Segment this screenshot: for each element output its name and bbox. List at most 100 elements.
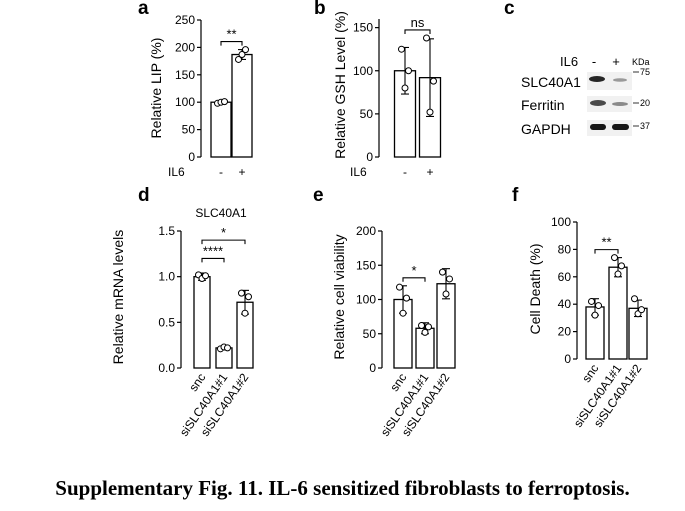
panel-b-y-tick-label: 150 <box>353 21 373 35</box>
panel-d-bar <box>193 276 211 369</box>
panel-e-data-point <box>421 328 429 336</box>
panel-f-y-tick-label: 100 <box>551 215 571 229</box>
panel-f-significance-bracket <box>594 249 619 254</box>
panel-f-significance-label: ** <box>601 235 611 250</box>
panel-d-significance-bracket <box>201 257 225 263</box>
panel-letter-f: f <box>512 185 519 206</box>
panel-d-y-tick-label: 0.0 <box>158 361 175 375</box>
panel-e-y-tick-label: 150 <box>356 258 376 272</box>
panel-a-data-point <box>235 55 242 63</box>
panel-b-group-label: IL6 <box>350 165 367 179</box>
panel-d-y-tick-label: 0.5 <box>158 315 175 329</box>
panel-d-data-point <box>202 272 209 280</box>
panel-d-data-point <box>224 344 231 352</box>
panel-a-x-tick-label: - <box>219 165 223 179</box>
panel-b-data-point <box>401 84 409 92</box>
panel-d-y-label: Relative mRNA levels <box>110 230 126 365</box>
wb-band-ferritin-minus <box>590 100 606 106</box>
panel-letter-e: e <box>313 185 324 206</box>
panel-a-y-tick-label: 200 <box>175 40 195 54</box>
panel-letter-c: c <box>504 0 515 19</box>
panel-d-title: SLC40A1 <box>195 206 247 220</box>
panel-b-y-tick-label: 0 <box>366 150 373 164</box>
panel-e-data-point <box>439 268 446 276</box>
wb-marker-75: 75 <box>640 67 650 77</box>
panel-a-y-tick-label: 0 <box>188 150 195 164</box>
panel-a-significance-label: ** <box>226 27 236 42</box>
figure-caption: Supplementary Fig. 11. IL-6 sensitized f… <box>55 476 630 500</box>
panel-f-y-tick-label: 0 <box>564 352 571 366</box>
panel-d-y-tick-label: 1.0 <box>158 270 175 284</box>
panel-d-significance-label: **** <box>203 243 223 258</box>
panel-letter-a: a <box>138 0 149 19</box>
wb-band-slc40a1-plus <box>613 78 627 82</box>
panel-e-significance-bracket <box>402 277 426 282</box>
panel-d-chart: d SLC40A1 0.0 0.5 1.0 1.5 Relative mRNA levels… <box>110 185 254 439</box>
wb-band-ferritin-plus <box>612 102 628 106</box>
wb-band-slc40a1-minus <box>589 76 605 82</box>
panel-e-data-point <box>442 290 450 298</box>
wb-lane-plus: + <box>612 54 620 69</box>
panel-f-y-tick-label: 60 <box>558 270 572 284</box>
panel-b-data-point <box>405 67 412 75</box>
panel-a-significance-bracket <box>220 41 243 46</box>
panel-d-significance-label: * <box>221 225 226 240</box>
wb-band-gapdh-plus <box>612 124 629 130</box>
panel-f-data-point <box>614 270 622 278</box>
panel-a-data-point <box>238 51 246 59</box>
wb-marker-37: 37 <box>640 121 650 131</box>
panel-b-data-point <box>423 34 430 42</box>
panel-e-y-tick-label: 0 <box>369 361 376 375</box>
panel-b-chart: b 0 50 100 150 Relative GSH Level (%) - + IL6 ns <box>314 0 442 179</box>
panel-a-data-point <box>221 98 228 106</box>
panel-b-significance-bracket <box>404 29 431 34</box>
panel-b-y-label: Relative GSH Level (%) <box>332 11 348 159</box>
panel-b-y-tick-label: 50 <box>360 107 374 121</box>
figure-canvas: c IL6 - + KDa SLC40A1 Ferritin GAPDH 75 … <box>110 0 650 439</box>
panel-f-data-point <box>591 311 599 319</box>
panel-d-data-point <box>241 309 249 317</box>
panel-e-significance-label: * <box>411 263 416 278</box>
wb-marker-20: 20 <box>640 98 650 108</box>
panel-a-x-tick-label: + <box>238 165 245 179</box>
panel-a-bar <box>231 53 253 158</box>
panel-f-data-point <box>618 262 625 270</box>
panel-b-x-tick-label: - <box>403 165 407 179</box>
panel-a-group-label: IL6 <box>168 165 185 179</box>
panel-e-y-tick-label: 50 <box>363 327 377 341</box>
wb-row-label-ferritin: Ferritin <box>521 97 565 113</box>
wb-band-gapdh-minus <box>590 124 606 130</box>
wb-treatment-label: IL6 <box>560 54 578 69</box>
panel-a-y-tick-label: 250 <box>175 13 195 27</box>
wb-membrane-ferritin <box>587 96 632 112</box>
panel-a-data-point <box>242 46 249 54</box>
panel-e-data-point <box>418 322 425 330</box>
panel-letter-d: d <box>138 185 150 206</box>
panel-b-x-tick-label: + <box>426 165 433 179</box>
panel-a-y-label: Relative LIP (%) <box>148 38 164 139</box>
panel-e-y-tick-label: 100 <box>356 293 376 307</box>
panel-e-y-label: Relative cell viability <box>331 234 347 359</box>
panel-d-data-point <box>245 293 252 301</box>
panel-b-data-point <box>398 45 405 53</box>
panel-a-chart: a 0 50 100 150 200 250 Relative LIP (%) - + IL6 ** <box>138 0 253 179</box>
panel-b-significance-label: ns <box>411 15 425 30</box>
panel-b-data-point <box>430 77 437 85</box>
panel-e-data-point <box>396 283 403 291</box>
wb-row-label-slc40a1: SLC40A1 <box>521 74 581 90</box>
panel-e-data-point <box>425 323 432 331</box>
panel-a-bar <box>210 101 232 158</box>
panel-e-data-point <box>403 294 410 302</box>
panel-f-data-point <box>588 297 595 305</box>
panel-a-y-tick-label: 100 <box>175 95 195 109</box>
panel-f-y-tick-label: 40 <box>558 297 572 311</box>
wb-lane-minus: - <box>592 54 596 69</box>
panel-b-y-tick-label: 100 <box>353 64 373 78</box>
panel-e-data-point <box>399 309 407 317</box>
panel-d-y-tick-label: 1.5 <box>158 224 175 238</box>
panel-d-data-point <box>238 289 245 297</box>
panel-f-y-tick-label: 20 <box>558 325 572 339</box>
panel-f-data-point <box>638 306 645 314</box>
